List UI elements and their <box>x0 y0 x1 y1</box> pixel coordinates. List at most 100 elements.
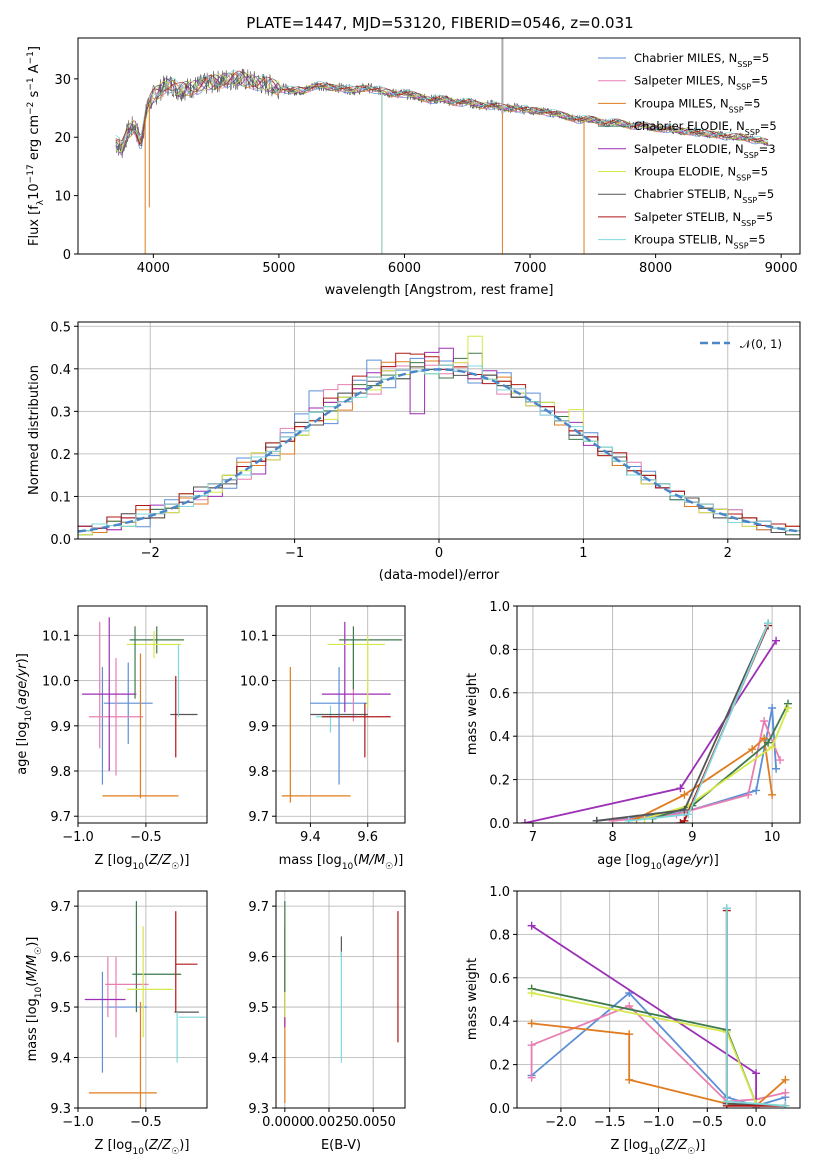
weight-point-marker <box>624 816 633 823</box>
model-spectrum-line <box>115 73 769 152</box>
weight-point-marker <box>722 1097 731 1106</box>
x-tick-label: 9.6 <box>357 830 378 845</box>
panel-spectrum: Chabrier MILES, NSSP=5 Salpeter MILES, NS… <box>54 37 801 276</box>
y-tick-label: 9.8 <box>248 765 269 780</box>
model-spectrum-line <box>115 71 769 148</box>
weight-point-marker <box>680 790 689 799</box>
y-tick-label: 0.6 <box>489 687 510 702</box>
x-tick-label: 9 <box>688 830 696 845</box>
weight-point-marker <box>680 816 689 823</box>
y-tick-label: 10 <box>54 190 71 205</box>
x-tick-label: 1 <box>579 546 587 561</box>
y-tick-label: 0.6 <box>489 972 510 987</box>
axes-frame <box>77 890 208 1109</box>
legend-label: Kroupa STELIB, NSSP=5 <box>634 233 765 251</box>
plot-area <box>281 621 403 803</box>
weight-point-marker <box>744 790 753 799</box>
axes-frame <box>275 890 406 1109</box>
y-tick-label: 10.0 <box>240 675 269 690</box>
x-tick-label: 0 <box>435 546 443 561</box>
panel-age_vs_mass: 9.4 9.6 9.7 9.8 9.9 10.0 10.1 <box>240 605 406 845</box>
y-tick-label: 30 <box>54 73 71 88</box>
weight-point-marker <box>527 1073 536 1082</box>
legend-label: Chabrier MILES, NSSP=5 <box>634 51 769 69</box>
y-tick-label: 0.4 <box>50 363 71 378</box>
weight-point-marker <box>520 819 529 823</box>
x-tick-label: 8 <box>609 830 617 845</box>
y-axis-label: mass weight <box>465 673 480 755</box>
weight-line <box>530 1004 786 1103</box>
y-tick-label: 0.8 <box>489 643 510 658</box>
y-tick-label: 20 <box>54 131 71 146</box>
y-tick-label: 0.1 <box>50 490 71 505</box>
x-tick-label: 6000 <box>388 261 421 276</box>
x-tick-label: 2 <box>724 546 732 561</box>
x-tick-label: 7 <box>529 830 537 845</box>
y-tick-label: 10.1 <box>42 629 71 644</box>
x-tick-label: −1.0 <box>643 1115 675 1130</box>
y-tick-label: 1.0 <box>489 885 510 900</box>
x-tick-label: 0.0050 <box>350 1115 396 1130</box>
plot-area <box>527 904 790 1108</box>
weight-line <box>531 1022 786 1107</box>
figure-title: PLATE=1447, MJD=53120, FIBERID=0546, z=0… <box>246 14 633 32</box>
weight-point-marker <box>680 805 689 814</box>
x-tick-label: 0.0025 <box>306 1115 352 1130</box>
weight-point-marker <box>625 1075 634 1084</box>
plot-area <box>78 335 800 536</box>
weight-point-marker <box>752 1069 761 1078</box>
legend-label: Salpeter MILES, NSSP=5 <box>634 74 768 92</box>
y-tick-label: 9.7 <box>50 900 71 915</box>
weight-point-marker <box>784 703 793 712</box>
y-tick-label: 1.0 <box>489 600 510 615</box>
x-axis-label: Z [log10(Z/Z☉)] <box>95 1138 190 1157</box>
y-tick-label: 9.7 <box>50 810 71 825</box>
weight-point-marker <box>527 921 536 930</box>
x-tick-label: −1.0 <box>62 1115 94 1130</box>
y-tick-label: 9.7 <box>248 810 269 825</box>
x-axis-label: E(B-V) <box>321 1138 361 1153</box>
model-spectrum-line <box>115 70 769 144</box>
x-tick-label: −2.0 <box>545 1115 577 1130</box>
legend-label: Salpeter ELODIE, NSSP=3 <box>634 142 776 160</box>
y-tick-label: 9.9 <box>50 720 71 735</box>
weight-line <box>531 924 757 1108</box>
y-tick-label: 10.0 <box>42 675 71 690</box>
plot-area <box>520 619 793 823</box>
y-tick-label: 9.3 <box>50 1102 71 1117</box>
y-tick-label: 0.2 <box>489 774 510 789</box>
y-tick-label: 0.0 <box>50 533 71 548</box>
weight-point-marker <box>760 734 769 743</box>
y-axis-label: age [log10(age/yr)] <box>15 653 34 775</box>
x-tick-label: 8000 <box>639 261 672 276</box>
y-tick-label: 0.2 <box>489 1059 510 1074</box>
x-axis-label: (data-model)/error <box>379 568 500 583</box>
legend-label: Kroupa MILES, NSSP=5 <box>634 96 760 114</box>
x-tick-label: 9.4 <box>300 830 321 845</box>
panel-weight_vs_Z: −2.0 −1.5 −1.0 −0.5 0.0 0.0 0.2 0.4 0.6 0.8 1.0 <box>489 885 801 1130</box>
weight-point-marker <box>722 904 731 913</box>
panel-weight_vs_age: 7 8 9 10 0.0 0.2 0.4 0.6 0.8 1.0 <box>489 600 801 845</box>
plot-area <box>284 901 399 1103</box>
weight-point-marker <box>781 1101 790 1108</box>
y-tick-label: 10.1 <box>240 629 269 644</box>
y-tick-label: 0.8 <box>489 928 510 943</box>
weight-point-marker <box>768 790 777 799</box>
weight-point-marker <box>527 1019 536 1028</box>
y-tick-label: 9.9 <box>248 720 269 735</box>
plot-area <box>115 38 769 254</box>
y-axis-label: Normed distribution <box>27 365 42 495</box>
weight-point-marker <box>776 756 785 765</box>
legend-label: Chabrier STELIB, NSSP=5 <box>634 187 774 205</box>
weight-point-marker <box>625 1030 634 1039</box>
x-axis-label: age [log10(age/yr)] <box>597 853 719 872</box>
y-tick-label: 9.3 <box>248 1102 269 1117</box>
y-tick-label: 9.8 <box>50 765 71 780</box>
legend-label: 𝒩(0, 1) <box>740 337 782 351</box>
weight-point-marker <box>527 988 536 997</box>
weight-point-marker <box>760 717 769 726</box>
x-tick-label: −0.5 <box>130 1115 162 1130</box>
y-tick-label: 0.4 <box>489 1015 510 1030</box>
weight-point-marker <box>748 745 757 754</box>
